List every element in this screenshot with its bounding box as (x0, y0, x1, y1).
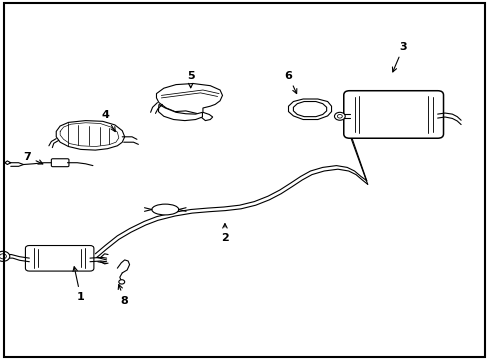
Text: 6: 6 (284, 71, 296, 94)
Polygon shape (56, 121, 124, 150)
Polygon shape (156, 84, 222, 121)
Text: 7: 7 (23, 152, 43, 164)
Text: 1: 1 (73, 267, 84, 302)
Polygon shape (288, 99, 331, 120)
Text: 2: 2 (221, 224, 228, 243)
Circle shape (0, 251, 10, 261)
FancyBboxPatch shape (51, 159, 69, 167)
Text: 5: 5 (186, 71, 194, 88)
Circle shape (337, 114, 342, 118)
Text: 4: 4 (101, 110, 115, 131)
Text: 8: 8 (118, 284, 128, 306)
Polygon shape (158, 104, 202, 121)
Text: 3: 3 (392, 42, 407, 72)
Circle shape (0, 254, 6, 259)
Polygon shape (293, 102, 326, 117)
Circle shape (119, 280, 124, 284)
FancyBboxPatch shape (343, 91, 443, 138)
Ellipse shape (151, 204, 179, 215)
Circle shape (334, 112, 345, 120)
FancyBboxPatch shape (25, 246, 94, 271)
